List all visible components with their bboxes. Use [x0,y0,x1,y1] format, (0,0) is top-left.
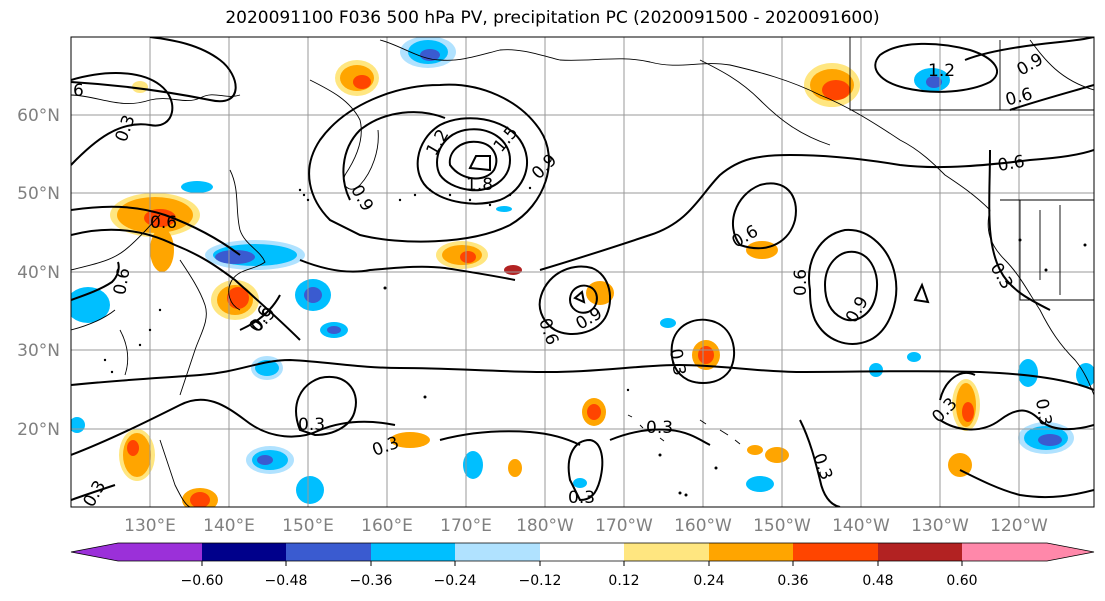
colorbar-segments [71,543,1094,561]
lon-label: 170°E [440,516,492,536]
colorbar: −0.60 −0.48 −0.36 −0.24 −0.12 0.12 0.24 … [70,542,1095,589]
contour-label: 0.6 [791,269,811,296]
colorbar-segment [455,543,540,561]
contour-label: 6 [73,81,84,101]
map-frame [70,36,1095,508]
colorbar-segment [878,543,962,561]
island-chains [103,186,1087,497]
lat-label: 60°N [17,106,60,126]
lon-label: 120°W [990,516,1048,536]
pv-contours [71,37,1094,507]
colorbar-outline [70,542,1095,562]
contour-label: 0.3 [665,347,689,377]
longitude-labels: 130°E 140°E 150°E 160°E 170°E 180°W 170°… [124,516,1048,536]
colorbar-segment [202,543,286,561]
lon-label: 130°E [124,516,176,536]
colorbar-segment [624,543,709,561]
colorbar-segment [286,543,371,561]
colorbar-tick-label: −0.36 [350,573,393,589]
colorbar-tick-label: 0.60 [946,573,977,589]
lat-label: 50°N [17,184,60,204]
contour-label: 1.8 [466,175,493,195]
colorbar-tick-label: −0.24 [434,573,477,589]
contour-label: 0.3 [568,488,595,508]
lon-label: 160°W [674,516,732,536]
colorbar-segment [540,543,624,561]
colorbar-tick-label: 0.36 [777,573,808,589]
lat-label: 30°N [17,341,60,361]
colorbar-tick-label: −0.12 [519,573,562,589]
colorbar-tick-label: 0.48 [862,573,893,589]
contour-label: 0.3 [1031,397,1055,427]
lon-label: 180°W [516,516,574,536]
contour-label: 0.6 [996,152,1026,176]
contour-label: 1.2 [928,61,955,81]
colorbar-segment [71,543,202,561]
colorbar-ticks [201,561,963,566]
lon-label: 150°E [282,516,334,536]
colorbar-tick-label: 0.12 [608,573,639,589]
lon-label: 130°W [911,516,969,536]
lon-label: 140°W [832,516,890,536]
coastlines [71,37,1094,507]
colorbar-segment [962,543,1094,561]
precipitation-shading [71,37,1094,507]
lat-label: 20°N [17,420,60,440]
colorbar-segment [709,543,793,561]
contour-label: 0.6 [150,213,177,233]
lon-label: 160°E [361,516,413,536]
contour-label: 0.6 [110,266,134,296]
colorbar-tick-label: 0.24 [693,573,724,589]
colorbar-tick-label: −0.48 [265,573,308,589]
positive-anomaly-blobs [110,60,980,507]
lon-label: 150°W [753,516,811,536]
colorbar-segment [371,543,455,561]
latitude-labels: 60°N 50°N 40°N 30°N 20°N [17,106,60,440]
colorbar-segment [793,543,878,561]
colorbar-tick-label: −0.60 [181,573,224,589]
contour-label: 0.3 [646,418,673,438]
colorbar-labels: −0.60 −0.48 −0.36 −0.24 −0.12 0.12 0.24 … [181,573,978,589]
contour-label: 0.3 [298,415,325,435]
map-title: 2020091100 F036 500 hPa PV, precipitatio… [225,8,880,28]
lon-label: 140°E [203,516,255,536]
map-area: 6 0.3 0.6 0.9 1.2 1.5 1.8 0.9 0.6 0.9 0.… [71,37,1094,508]
lon-label: 170°W [595,516,653,536]
lat-label: 40°N [17,263,60,283]
